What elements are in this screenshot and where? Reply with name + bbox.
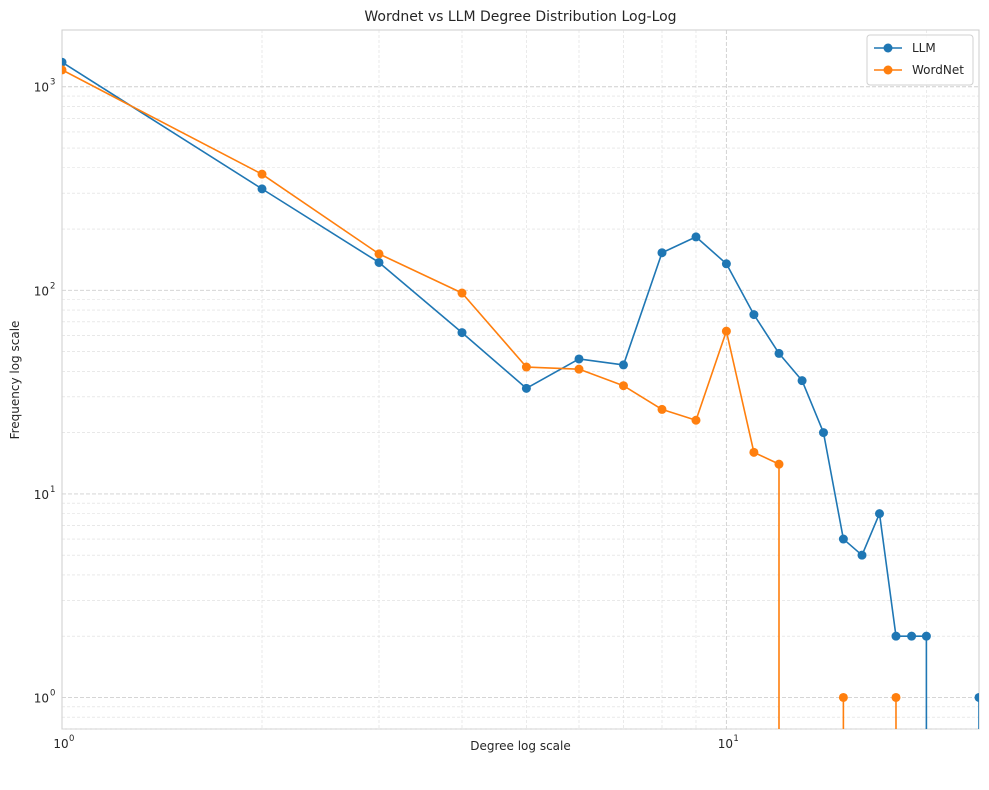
y-tick-label: 10 xyxy=(34,81,49,95)
data-point-wordnet xyxy=(521,362,531,372)
data-point-wordnet xyxy=(749,447,759,457)
grid xyxy=(61,30,979,730)
y-axis-label: Frequency log scale xyxy=(8,321,22,440)
tick-labels: 10 010 110 210 310 0 10 1 xyxy=(34,78,739,751)
x-tick-exponent: 1 xyxy=(733,734,738,744)
data-point-llm xyxy=(691,232,701,242)
x-tick-label: 10 xyxy=(53,737,68,751)
data-point-wordnet xyxy=(574,364,584,374)
data-point-llm xyxy=(921,631,931,641)
x-tick-label: 10 xyxy=(718,737,733,751)
y-tick-exponent: 0 xyxy=(50,688,55,698)
data-point-wordnet xyxy=(618,381,628,391)
data-point-wordnet xyxy=(838,692,848,702)
data-point-wordnet xyxy=(257,169,267,179)
data-point-llm xyxy=(374,257,384,267)
data-point-llm xyxy=(574,354,584,364)
data-point-wordnet xyxy=(62,65,67,75)
data-point-llm xyxy=(657,248,667,258)
data-point-wordnet xyxy=(374,249,384,259)
y-tick-exponent: 1 xyxy=(50,485,55,495)
x-tick-exponent: 0 xyxy=(69,734,74,744)
data-point-llm xyxy=(257,184,267,194)
plot-area xyxy=(61,29,980,730)
data-point-llm xyxy=(891,631,901,641)
data-point-llm xyxy=(749,310,759,320)
legend-label-wordnet: WordNet xyxy=(912,63,964,77)
data-point-llm xyxy=(618,360,628,370)
series-llm xyxy=(62,57,979,729)
data-point-llm xyxy=(521,383,531,393)
data-point-llm xyxy=(874,509,884,519)
y-tick-label: 10 xyxy=(34,691,49,705)
data-point-wordnet xyxy=(691,415,701,425)
data-point-llm xyxy=(838,534,848,544)
legend-label-llm: LLM xyxy=(912,41,936,55)
data-point-llm xyxy=(774,348,784,358)
series-wordnet xyxy=(62,65,901,729)
data-point-wordnet xyxy=(721,326,731,336)
legend-marker-llm xyxy=(883,43,893,53)
y-tick-label: 10 xyxy=(34,488,49,502)
y-tick-exponent: 3 xyxy=(50,78,55,88)
data-point-llm xyxy=(818,428,828,438)
y-tick-exponent: 2 xyxy=(50,281,55,291)
x-axis-label: Degree log scale xyxy=(470,739,571,753)
data-point-llm xyxy=(857,550,867,560)
chart-title: Wordnet vs LLM Degree Distribution Log-L… xyxy=(364,9,676,25)
data-point-llm xyxy=(797,376,807,386)
data-point-wordnet xyxy=(891,692,901,702)
data-point-wordnet xyxy=(657,404,667,414)
data-point-llm xyxy=(721,259,731,269)
data-point-llm xyxy=(457,328,467,338)
data-point-llm xyxy=(974,692,979,702)
legend: LLM WordNet xyxy=(866,34,974,86)
legend-marker-wordnet xyxy=(883,65,893,75)
data-point-llm xyxy=(907,631,917,641)
data-point-wordnet xyxy=(457,288,467,298)
data-point-wordnet xyxy=(774,459,784,469)
series-layer xyxy=(62,57,979,729)
y-tick-label: 10 xyxy=(34,284,49,298)
data-point-llm xyxy=(62,57,67,67)
